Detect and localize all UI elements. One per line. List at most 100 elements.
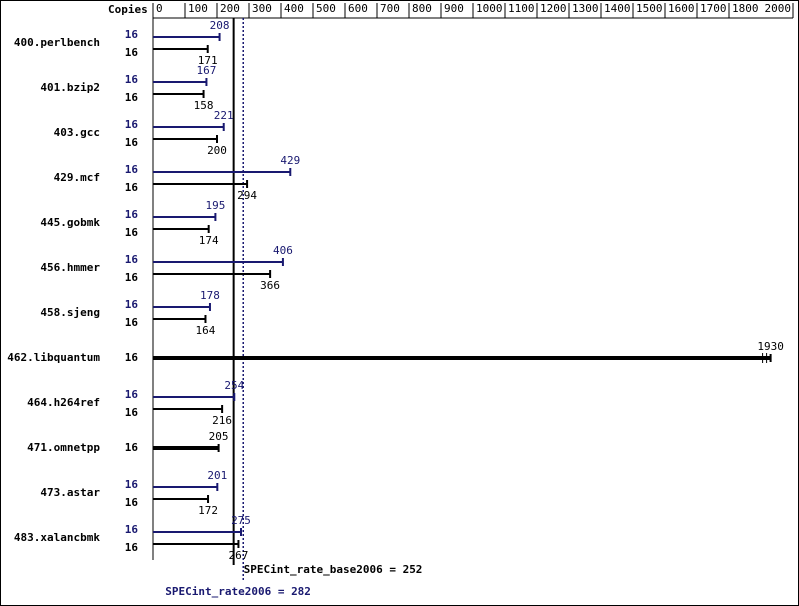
x-tick-label: 1000 bbox=[476, 2, 503, 15]
bar bbox=[153, 171, 291, 173]
value-label: 275 bbox=[231, 514, 251, 527]
value-label: 366 bbox=[260, 279, 280, 292]
bar bbox=[153, 356, 771, 360]
x-tick-label: 1800 bbox=[732, 2, 759, 15]
x-tick-label: 1100 bbox=[508, 2, 535, 15]
bar bbox=[153, 273, 271, 275]
bar bbox=[153, 138, 217, 140]
value-label: 164 bbox=[196, 324, 216, 337]
copies-header: Copies bbox=[108, 3, 148, 16]
bar bbox=[153, 318, 206, 320]
x-tick-label: 1400 bbox=[604, 2, 631, 15]
value-label: 267 bbox=[229, 549, 249, 562]
x-tick-label: 700 bbox=[380, 2, 400, 15]
x-tick-label: 200 bbox=[220, 2, 240, 15]
copies-label: 16 bbox=[125, 388, 139, 401]
bar bbox=[153, 126, 224, 128]
bar bbox=[153, 93, 204, 95]
reference-label: SPECint_rate2006 = 282 bbox=[165, 585, 311, 598]
value-label: 429 bbox=[280, 154, 300, 167]
x-tick-label: 2000 bbox=[765, 2, 792, 15]
benchmark-label: 401.bzip2 bbox=[40, 81, 100, 94]
value-label: 1930 bbox=[757, 340, 784, 353]
benchmark-label: 462.libquantum bbox=[7, 351, 100, 364]
copies-label: 16 bbox=[125, 163, 139, 176]
copies-label: 16 bbox=[125, 541, 139, 554]
copies-label: 16 bbox=[125, 406, 139, 419]
copies-label: 16 bbox=[125, 271, 139, 284]
copies-label: 16 bbox=[125, 298, 139, 311]
value-label: 294 bbox=[237, 189, 257, 202]
copies-label: 16 bbox=[125, 181, 139, 194]
bar bbox=[153, 446, 219, 450]
copies-label: 16 bbox=[125, 523, 139, 536]
bar bbox=[153, 261, 283, 263]
x-tick-label: 900 bbox=[444, 2, 464, 15]
benchmark-label: 464.h264ref bbox=[27, 396, 100, 409]
bar bbox=[153, 228, 209, 230]
value-label: 158 bbox=[194, 99, 214, 112]
value-label: 201 bbox=[207, 469, 227, 482]
benchmark-label: 403.gcc bbox=[54, 126, 100, 139]
benchmark-label: 429.mcf bbox=[54, 171, 100, 184]
copies-label: 16 bbox=[125, 441, 139, 454]
bar bbox=[153, 183, 248, 185]
benchmark-label: 445.gobmk bbox=[40, 216, 100, 229]
value-label: 221 bbox=[214, 109, 234, 122]
bar bbox=[153, 396, 235, 398]
x-tick-label: 0 bbox=[156, 2, 163, 15]
copies-label: 16 bbox=[125, 226, 139, 239]
value-label: 195 bbox=[205, 199, 225, 212]
copies-label: 16 bbox=[125, 118, 139, 131]
value-label: 171 bbox=[198, 54, 218, 67]
copies-label: 16 bbox=[125, 208, 139, 221]
value-label: 172 bbox=[198, 504, 218, 517]
bar bbox=[153, 543, 239, 545]
bar bbox=[153, 48, 208, 50]
copies-label: 16 bbox=[125, 351, 139, 364]
value-label: 406 bbox=[273, 244, 293, 257]
copies-label: 16 bbox=[125, 316, 139, 329]
x-tick-label: 1500 bbox=[636, 2, 663, 15]
bar bbox=[153, 408, 223, 410]
value-label: 254 bbox=[224, 379, 244, 392]
bar bbox=[153, 531, 241, 533]
x-tick-label: 600 bbox=[348, 2, 368, 15]
bar bbox=[153, 81, 207, 83]
benchmark-label: 456.hmmer bbox=[40, 261, 100, 274]
value-label: 178 bbox=[200, 289, 220, 302]
x-tick-label: 100 bbox=[188, 2, 208, 15]
copies-label: 16 bbox=[125, 46, 139, 59]
value-label: 167 bbox=[197, 64, 217, 77]
copies-label: 16 bbox=[125, 478, 139, 491]
copies-label: 16 bbox=[125, 73, 139, 86]
reference-label: SPECint_rate_base2006 = 252 bbox=[244, 563, 423, 576]
x-tick-label: 1200 bbox=[540, 2, 567, 15]
bar bbox=[153, 306, 210, 308]
bar bbox=[153, 498, 209, 500]
value-label: 200 bbox=[207, 144, 227, 157]
copies-label: 16 bbox=[125, 136, 139, 149]
bar bbox=[153, 36, 220, 38]
bar bbox=[153, 486, 218, 488]
benchmark-label: 471.omnetpp bbox=[27, 441, 100, 454]
x-tick-label: 800 bbox=[412, 2, 432, 15]
copies-label: 16 bbox=[125, 496, 139, 509]
benchmark-label: 473.astar bbox=[40, 486, 100, 499]
x-tick-label: 400 bbox=[284, 2, 304, 15]
copies-label: 16 bbox=[125, 91, 139, 104]
x-tick-label: 1700 bbox=[700, 2, 727, 15]
value-label: 208 bbox=[210, 19, 230, 32]
x-tick-label: 1600 bbox=[668, 2, 695, 15]
value-label: 216 bbox=[212, 414, 232, 427]
value-label: 205 bbox=[209, 430, 229, 443]
benchmark-label: 400.perlbench bbox=[14, 36, 100, 49]
x-tick-label: 1300 bbox=[572, 2, 599, 15]
benchmark-label: 483.xalancbmk bbox=[14, 531, 100, 544]
x-tick-label: 500 bbox=[316, 2, 336, 15]
benchmark-label: 458.sjeng bbox=[40, 306, 100, 319]
x-tick-label: 300 bbox=[252, 2, 272, 15]
bar bbox=[153, 216, 216, 218]
